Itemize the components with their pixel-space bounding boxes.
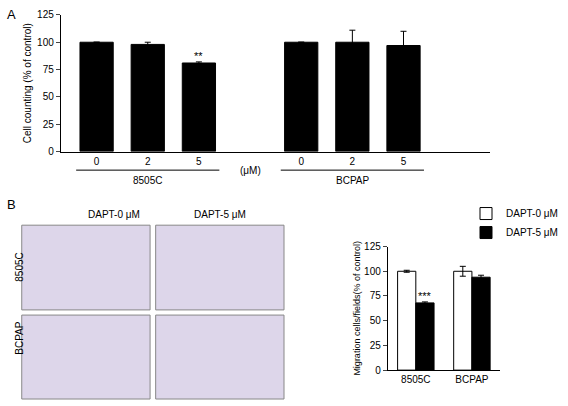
svg-text:50: 50 (370, 315, 382, 326)
svg-text:B: B (7, 197, 16, 212)
svg-text:8505C: 8505C (401, 374, 430, 385)
svg-text:100: 100 (364, 266, 381, 277)
svg-text:A: A (7, 7, 16, 22)
svg-text:50: 50 (43, 91, 55, 102)
svg-text:DAPT-0 μM: DAPT-0 μM (88, 209, 140, 220)
svg-text:BCPAP: BCPAP (455, 374, 488, 385)
svg-text:2: 2 (350, 156, 356, 167)
svg-text:(μM): (μM) (240, 165, 261, 176)
svg-text:100: 100 (37, 37, 54, 48)
svg-text:BCPAP: BCPAP (14, 321, 25, 354)
svg-text:75: 75 (370, 290, 382, 301)
svg-text:5: 5 (196, 156, 202, 167)
svg-text:BCPAP: BCPAP (336, 175, 369, 186)
svg-text:Migration cells/fields(% of co: Migration cells/fields(% of control) (352, 241, 362, 376)
svg-text:0: 0 (94, 156, 100, 167)
svg-text:0: 0 (375, 365, 381, 376)
svg-text:75: 75 (43, 64, 55, 75)
svg-text:2: 2 (145, 156, 151, 167)
svg-text:**: ** (194, 50, 203, 62)
svg-text:***: *** (418, 290, 432, 302)
svg-text:0: 0 (48, 146, 54, 157)
svg-text:DAPT-0 μM: DAPT-0 μM (506, 208, 558, 219)
svg-text:8505C: 8505C (14, 252, 25, 281)
svg-text:DAPT-5 μM: DAPT-5 μM (506, 227, 558, 238)
svg-text:8505C: 8505C (133, 175, 162, 186)
svg-text:125: 125 (37, 9, 54, 20)
svg-text:25: 25 (43, 119, 55, 130)
svg-text:0: 0 (298, 156, 304, 167)
svg-text:Cell counting (% of control): Cell counting (% of control) (22, 23, 33, 143)
svg-text:25: 25 (370, 340, 382, 351)
svg-text:5: 5 (401, 156, 407, 167)
svg-text:DAPT-5 μM: DAPT-5 μM (194, 209, 246, 220)
svg-text:125: 125 (364, 241, 381, 252)
